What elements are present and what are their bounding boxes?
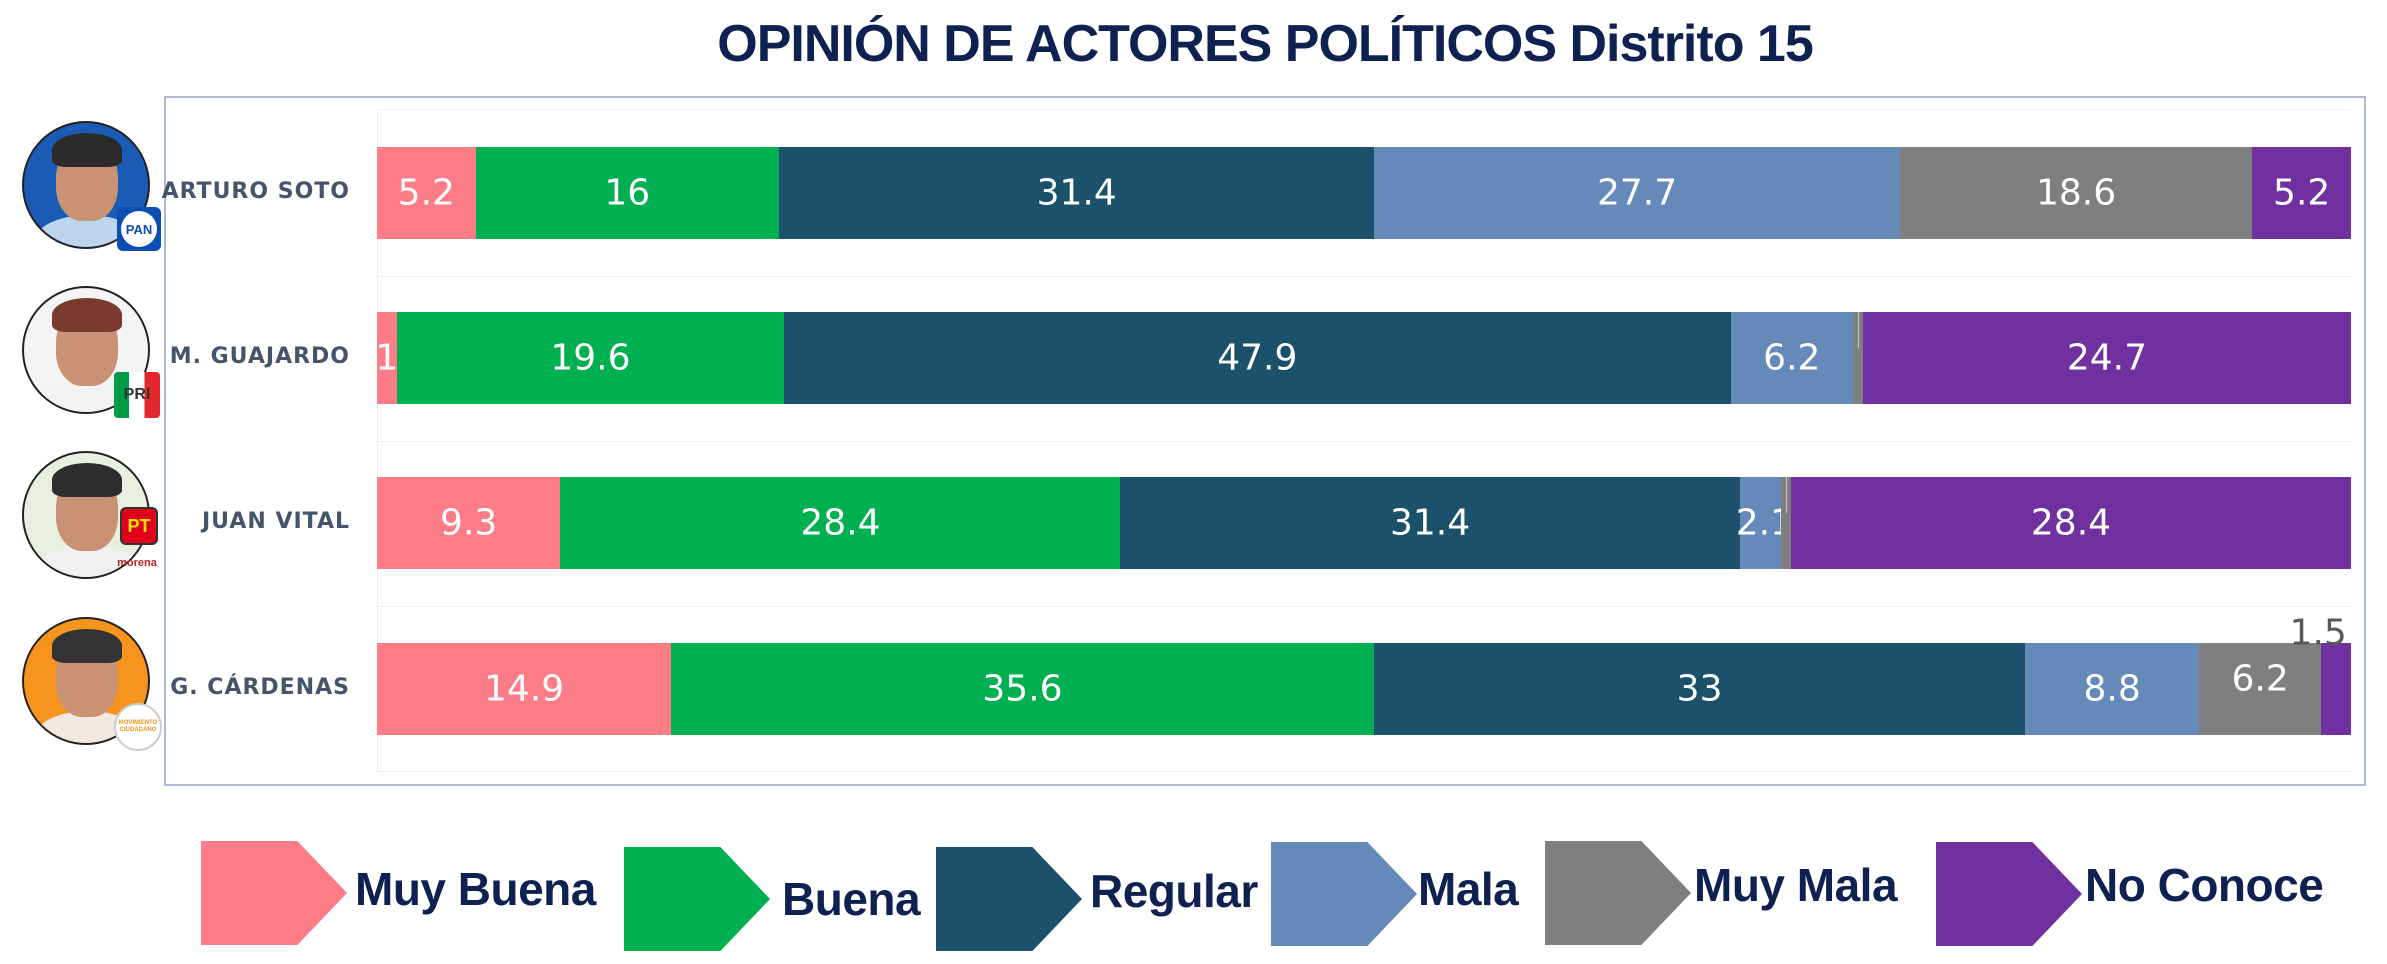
bar-segment[interactable] (779, 147, 1375, 239)
candidate-avatar (22, 617, 150, 745)
leader-line (1786, 477, 1787, 513)
data-label: 19.6 (550, 337, 631, 379)
bar-segment[interactable] (2199, 643, 2322, 735)
gridline (377, 276, 2351, 277)
category-label: M. GUAJARDO (169, 344, 350, 369)
gridline (377, 771, 2351, 772)
data-label: 6.2 (2231, 658, 2289, 700)
bar-segment[interactable] (1790, 477, 2351, 569)
data-label: 28.4 (800, 502, 881, 544)
gridline (377, 441, 2351, 442)
data-label: 27.7 (1596, 172, 1678, 214)
bar-segment[interactable] (377, 477, 561, 569)
data-label: 18.6 (2035, 172, 2117, 214)
legend-label[interactable]: Muy Mala (1694, 859, 1898, 911)
bar-segment[interactable] (560, 477, 1121, 569)
gridline (377, 109, 2351, 110)
bar-segment[interactable] (396, 312, 785, 404)
bar-segment[interactable] (1899, 147, 2253, 239)
legend-label[interactable]: Mala (1418, 863, 1519, 915)
bar-segment[interactable] (475, 147, 779, 239)
chart-frame (164, 96, 2366, 786)
plot-area (377, 109, 2352, 771)
data-label: 8.8 (2083, 668, 2141, 710)
avatar-hair (52, 463, 122, 497)
data-label: 1.5 (2289, 612, 2347, 654)
bar-segment[interactable] (2252, 147, 2351, 239)
data-label: 9.3 (440, 502, 498, 544)
leader-line (1857, 312, 1859, 348)
bar-segment[interactable] (377, 147, 476, 239)
data-label: 16 (604, 172, 651, 214)
avatar-hair (52, 298, 122, 332)
bar-segment[interactable] (1862, 312, 2351, 404)
bar-segment[interactable] (784, 312, 1731, 404)
data-label: 28.4 (2030, 502, 2112, 544)
data-label: 31.4 (1389, 502, 1471, 544)
data-label: 31.4 (1036, 172, 1117, 214)
legend-label[interactable]: Buena (782, 873, 921, 925)
bar-segment[interactable] (1853, 312, 1863, 404)
data-label: 24.7 (2066, 337, 2148, 379)
legend-swatch[interactable] (201, 841, 347, 945)
avatar-hair (52, 629, 122, 663)
bar-segment[interactable] (1373, 643, 2026, 735)
legend-swatch[interactable] (1936, 842, 2082, 946)
category-label: ARTURO SOTO (161, 179, 350, 204)
legend-label[interactable]: No Conoce (2085, 859, 2324, 911)
party-logo-icon: morena (117, 557, 157, 569)
bar-segment[interactable] (1781, 477, 1791, 569)
gridline (377, 606, 2351, 607)
party-logo-icon: PT (120, 507, 158, 545)
bar-segment[interactable] (2025, 643, 2199, 735)
data-label: 47.9 (1217, 337, 1298, 379)
legend-swatch[interactable] (1271, 842, 1417, 946)
legend-swatch[interactable] (936, 847, 1082, 951)
legend-label[interactable]: Regular (1090, 865, 1258, 917)
data-label: 1 (375, 337, 399, 379)
data-label: 33 (1676, 668, 1723, 710)
data-label: 5.2 (397, 172, 455, 214)
bar-segment[interactable] (377, 312, 397, 404)
party-logo-icon: MOVIMIENTO CIUDADANO (114, 703, 162, 751)
legend-swatch[interactable] (1545, 841, 1691, 945)
data-label: 35.6 (982, 668, 1063, 710)
legend-swatch[interactable] (624, 847, 770, 951)
bar-segment[interactable] (1739, 477, 1782, 569)
category-label: G. CÁRDENAS (170, 675, 350, 700)
data-label: 5.2 (2273, 172, 2331, 214)
data-label: 6.2 (1763, 337, 1821, 379)
candidate-avatar (22, 451, 150, 579)
legend-label[interactable]: Muy Buena (355, 863, 596, 915)
bar-segment[interactable] (377, 643, 672, 735)
chart-title: OPINIÓN DE ACTORES POLÍTICOS Distrito 15 (717, 15, 1814, 73)
category-label: JUAN VITAL (201, 509, 350, 534)
bar-segment[interactable] (1374, 147, 1900, 239)
data-label: 14.9 (483, 668, 565, 710)
bar-segment[interactable] (2321, 643, 2351, 735)
party-name: PAN (121, 211, 157, 247)
bar-segment[interactable] (1120, 477, 1740, 569)
avatar-hair (52, 133, 122, 167)
party-logo-icon: PAN (117, 207, 161, 251)
bar-segment[interactable] (1730, 312, 1854, 404)
bar-segment[interactable] (671, 643, 1374, 735)
party-logo-icon: PRI (114, 372, 160, 418)
